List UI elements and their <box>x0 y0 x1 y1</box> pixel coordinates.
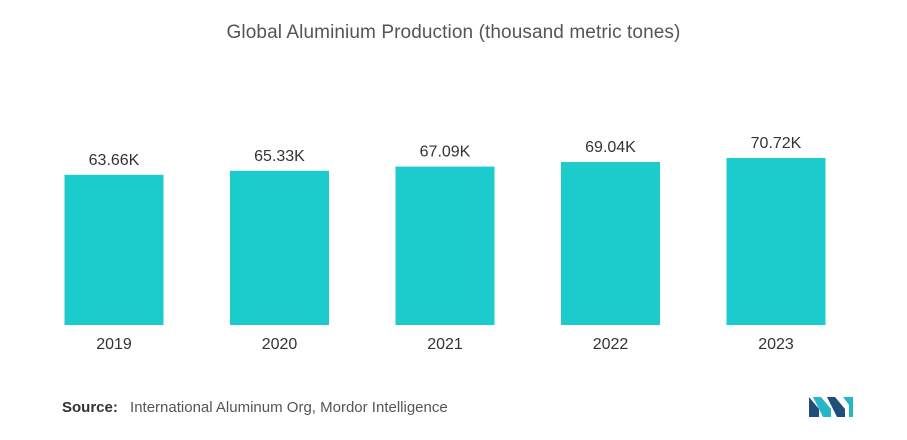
data-label-2023: 70.72K <box>751 135 802 152</box>
x-tick-label-2019: 2019 <box>96 336 132 353</box>
data-label-2020: 65.33K <box>254 148 305 165</box>
x-tick-label-2022: 2022 <box>593 336 629 353</box>
x-tick-label-2021: 2021 <box>427 336 463 353</box>
x-tick-label-2023: 2023 <box>758 336 794 353</box>
bar-2019 <box>64 174 164 325</box>
data-label-2022: 69.04K <box>585 139 636 156</box>
bar-2021 <box>395 166 495 325</box>
bar-2022 <box>561 162 660 325</box>
data-label-2019: 63.66K <box>89 152 140 169</box>
x-tick-label-2020: 2020 <box>262 336 298 353</box>
source-note: Source: International Aluminum Org, Mord… <box>62 399 448 416</box>
data-label-2021: 67.09K <box>420 144 471 161</box>
bar-2020 <box>230 170 329 325</box>
source-text: International Aluminum Org, Mordor Intel… <box>130 399 448 416</box>
mordor-intelligence-logo-icon <box>809 397 853 417</box>
bar-2023 <box>726 158 826 325</box>
source-label: Source: <box>62 399 118 416</box>
chart-title: Global Aluminium Production (thousand me… <box>226 22 681 43</box>
